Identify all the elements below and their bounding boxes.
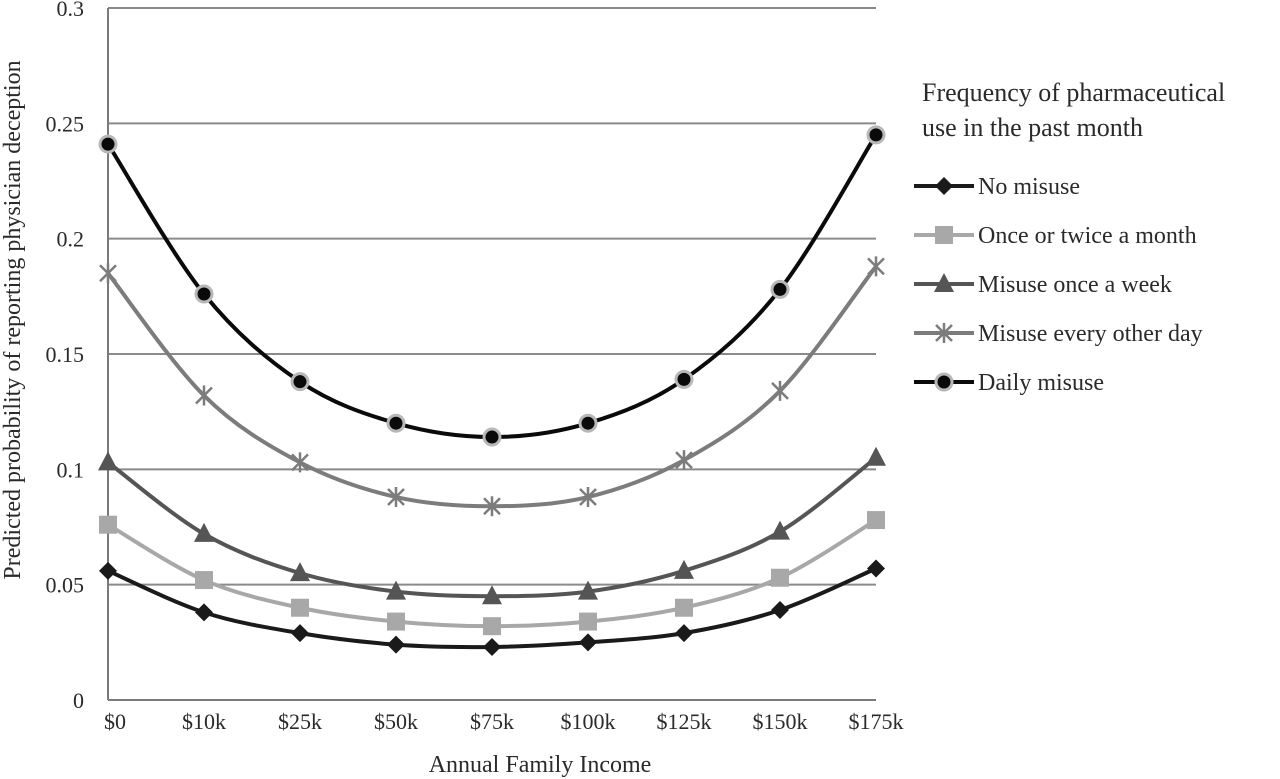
data-point-triangle [674,559,694,579]
y-tick-label: 0 [73,688,84,713]
series-3 [99,256,885,517]
data-point-diamond [291,624,309,643]
legend-item: No misuse [914,174,1080,200]
legend: Frequency of pharmaceutical use in the p… [914,78,1225,396]
data-point-triangle [482,585,502,605]
legend-marker-diamond [935,177,953,195]
legend-label: Once or twice a month [978,223,1197,249]
axes [107,8,876,701]
series-2 [98,446,886,605]
data-point-star [291,452,309,473]
data-point-circle [866,125,886,145]
data-point-triangle [866,446,886,466]
y-tick-label: 0.25 [46,111,85,136]
y-tick-label: 0.2 [57,227,85,252]
data-point-square [483,617,501,636]
data-point-diamond [195,603,213,622]
data-point-triangle [194,522,214,542]
data-point-square [99,515,117,534]
data-point-circle [674,369,694,389]
data-point-triangle [386,580,406,600]
data-point-diamond [387,635,405,654]
y-tick-label: 0.1 [57,457,85,482]
data-point-square [387,612,405,631]
data-point-circle [98,134,118,154]
x-tick-label: $25k [278,709,322,734]
data-point-diamond [867,559,885,578]
series-0 [99,559,885,656]
x-tick-labels: $0 $10k $25k $50k $75k $100k $125k $150k $175k [104,709,904,734]
data-point-triangle [98,451,118,471]
x-tick-label: $150k [753,709,808,734]
legend-label: No misuse [978,174,1080,200]
gridlines [108,7,876,586]
data-point-star [579,487,597,508]
legend-item: Misuse once a week [914,272,1172,298]
data-point-star [483,496,501,517]
data-point-star [675,450,693,471]
x-tick-label: $125k [657,709,712,734]
legend-item: Daily misuse [914,370,1104,396]
data-point-square [675,598,693,617]
x-axis-label: Annual Family Income [429,752,652,778]
x-tick-label: $0 [104,709,126,734]
series-4 [98,125,886,447]
x-tick-label: $75k [470,709,514,734]
series-1 [99,511,885,636]
y-tick-label: 0.15 [46,342,85,367]
legend-label: Misuse once a week [978,272,1172,298]
x-tick-label: $100k [561,709,616,734]
data-point-diamond [579,633,597,652]
data-point-circle [194,284,214,304]
data-point-square [195,571,213,590]
legend-title-line2: use in the past month [922,113,1143,142]
data-point-square [291,598,309,617]
data-point-triangle [578,580,598,600]
legend-marker-square [935,226,953,244]
x-tick-label: $50k [374,709,418,734]
y-tick-labels: 0 0.05 0.1 0.15 0.2 0.25 0.3 [46,0,85,713]
data-point-square [771,568,789,587]
data-point-circle [578,413,598,433]
data-point-diamond [675,624,693,643]
legend-label: Misuse every other day [978,321,1203,347]
data-point-diamond [99,561,117,580]
y-tick-label: 0.05 [46,573,85,598]
legend-marker-circle [934,372,954,392]
legend-label: Daily misuse [978,370,1104,396]
data-point-triangle [770,520,790,540]
y-tick-label: 0.3 [57,0,85,21]
legend-item: Misuse every other day [914,321,1203,347]
series-group [98,125,886,656]
data-point-circle [482,427,502,447]
legend-item: Once or twice a month [914,223,1197,249]
data-point-square [579,612,597,631]
data-point-star [99,263,117,284]
data-point-circle [770,279,790,299]
x-tick-label: $175k [849,709,904,734]
data-point-star [195,385,213,406]
data-point-square [867,511,885,530]
data-point-star [387,487,405,508]
legend-marker-triangle [934,273,954,292]
data-point-circle [290,372,310,392]
data-point-triangle [290,562,310,582]
data-point-diamond [483,637,501,656]
data-point-diamond [771,601,789,620]
data-point-circle [386,413,406,433]
legend-title-line1: Frequency of pharmaceutical [922,78,1225,107]
legend-items: No misuse Once or twice a month Misuse onc… [914,174,1203,396]
y-axis-label: Predicted probability of reporting physi… [0,60,26,579]
x-tick-label: $10k [182,709,226,734]
data-point-star [867,256,885,277]
data-point-star [771,380,789,401]
legend-marker-star [935,323,953,343]
